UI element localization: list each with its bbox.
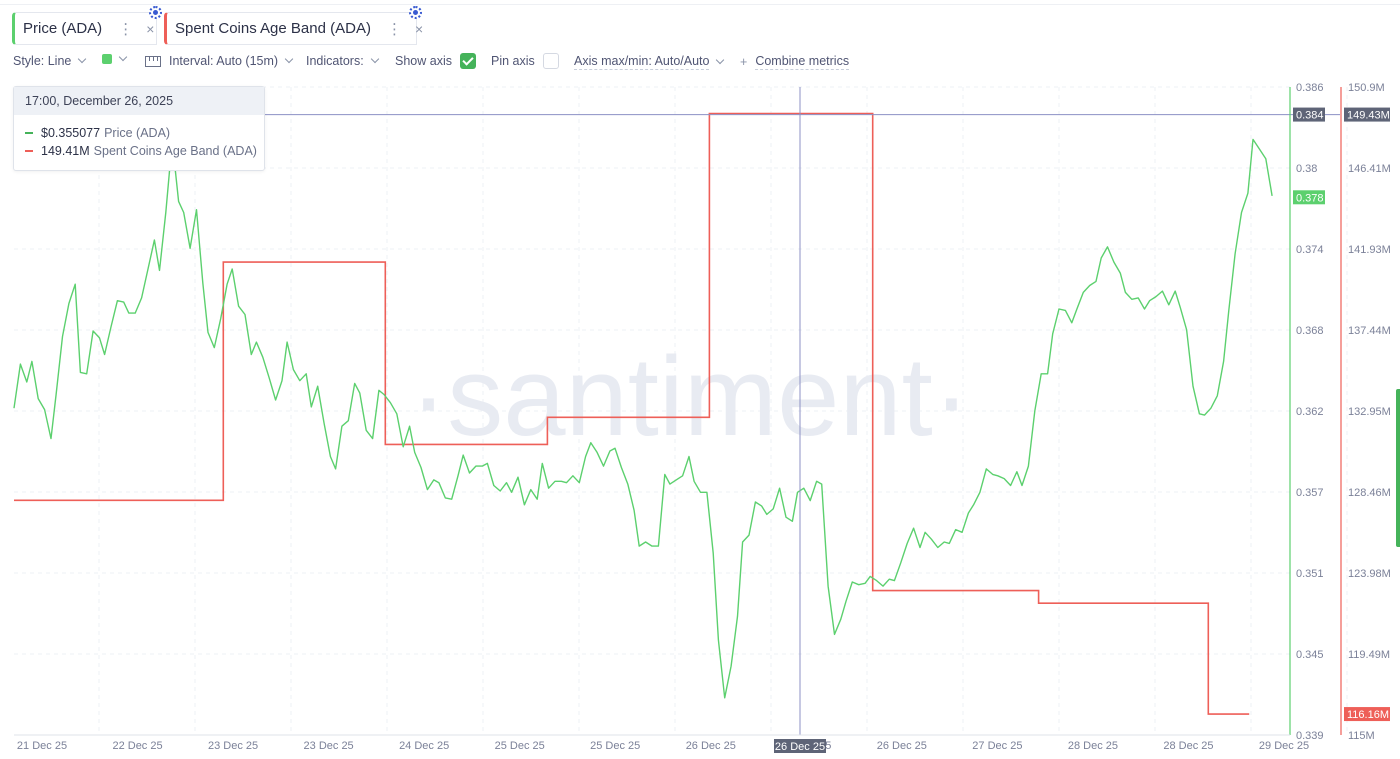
indicators-dropdown[interactable]: Indicators: — [306, 54, 379, 68]
pin-axis-label: Pin axis — [491, 54, 535, 68]
x-tick-label: 25 Dec 25 — [495, 740, 545, 752]
pin-axis-toggle[interactable]: Pin axis — [491, 53, 559, 69]
series-layer — [13, 112, 1273, 715]
price-crosshair-badge: 0.384 — [1296, 110, 1324, 122]
plus-icon: + — [740, 55, 748, 69]
tab-spent-coins-age-band[interactable]: Spent Coins Age Band (ADA) ⋮ × — [164, 6, 423, 45]
band-tick-label: 128.46M — [1348, 487, 1391, 499]
series-line-spent-coins — [14, 112, 1250, 715]
x-tick-label: 24 Dec 25 — [399, 740, 449, 752]
color-picker[interactable] — [102, 52, 128, 64]
more-options-icon[interactable]: ⋮ — [118, 20, 133, 38]
price-tick-label: 0.386 — [1296, 82, 1324, 94]
x-tick-label: 23 Dec 25 — [304, 740, 354, 752]
show-axis-label: Show axis — [395, 54, 452, 68]
checkbox-checked-icon[interactable] — [459, 53, 476, 69]
show-axis-toggle[interactable]: Show axis — [395, 53, 476, 69]
x-tick-label: 28 Dec 25 — [1068, 740, 1118, 752]
price-crosshair-badge-bg — [1293, 107, 1325, 122]
close-icon[interactable]: × — [146, 20, 155, 37]
price-tick-label: 0.374 — [1296, 244, 1324, 256]
color-swatch-icon — [102, 54, 112, 64]
chart-grid — [14, 86, 1348, 736]
band-tick-label: 137.44M — [1348, 325, 1391, 337]
band-tick-label: 115M — [1348, 730, 1375, 742]
band-last-badge-bg — [1344, 707, 1390, 722]
series-line-price — [13, 138, 1273, 699]
side-panel-handle[interactable] — [1396, 389, 1400, 547]
x-tick-label: 26 Dec 25 — [877, 740, 927, 752]
price-tick-label: 0.339 — [1296, 730, 1324, 742]
x-tick-label: 23 Dec 25 — [208, 740, 258, 752]
band-tick-label: 123.98M — [1348, 568, 1391, 580]
combine-metrics-label: Combine metrics — [755, 54, 850, 70]
price-tick-label: 0.351 — [1296, 568, 1324, 580]
tooltip-value: 149.41M — [41, 144, 90, 158]
price-tick-label: 0.362 — [1296, 406, 1324, 418]
band-tick-label: 132.95M — [1348, 406, 1391, 418]
interval-label: Interval: Auto (15m) — [169, 54, 279, 68]
close-icon[interactable]: × — [414, 20, 424, 37]
crosshair-date-badge: 26 Dec 25 — [775, 741, 825, 753]
x-tick-label: 27 Dec 25 — [972, 740, 1022, 752]
price-last-badge-bg — [1293, 190, 1325, 205]
tooltip-value: $0.355077 — [41, 126, 101, 140]
price-tick-label: 0.368 — [1296, 325, 1324, 337]
tooltip-row-band: 149.41M Spent Coins Age Band (ADA) — [25, 142, 264, 160]
price-last-badge: 0.378 — [1296, 192, 1324, 204]
interval-dropdown[interactable]: Interval: Auto (15m) — [145, 54, 294, 68]
price-tick-label: 0.345 — [1296, 649, 1324, 661]
tab-label: Price (ADA) — [23, 20, 103, 37]
combine-metrics-button[interactable]: + Combine metrics — [740, 54, 850, 70]
top-divider — [0, 4, 1400, 5]
price-tick-label: 0.38 — [1296, 163, 1317, 175]
tooltip-metric-name: Spent Coins Age Band (ADA) — [93, 144, 257, 158]
axis-maxmin-dropdown[interactable]: Axis max/min: Auto/Auto — [574, 54, 725, 70]
x-tick-label: 22 Dec 25 — [112, 740, 162, 752]
band-last-badge: 116.16M — [1347, 709, 1389, 721]
indicators-label: Indicators: — [306, 54, 364, 68]
band-tick-label: 141.93M — [1348, 244, 1391, 256]
tooltip-row-price: $0.355077 Price (ADA) — [25, 124, 264, 142]
legend-dash-icon — [25, 132, 33, 134]
santiment-watermark: ·santiment· — [410, 334, 970, 459]
x-tick-label: 21 Dec 25 — [17, 740, 67, 752]
style-dropdown[interactable]: Style: Line — [13, 54, 87, 68]
axes: 0.386 0.38 0.374 0.368 0.362 0.357 0.351 0.345 0… — [14, 82, 1391, 753]
style-label: Style: Line — [13, 54, 72, 68]
x-tick-label: 26 Dec 25 — [686, 740, 736, 752]
crosshair-tooltip: 17:00, December 26, 2025 $0.355077 Price… — [13, 86, 265, 171]
tooltip-metric-name: Price (ADA) — [104, 126, 171, 140]
settings-gear-icon[interactable] — [149, 6, 162, 19]
band-tick-label: 119.49M — [1348, 649, 1390, 661]
band-crosshair-badge-bg — [1344, 107, 1390, 122]
price-tick-label: 0.357 — [1296, 487, 1324, 499]
x-tick-label: 29 Dec 25 — [1259, 740, 1309, 752]
crosshair-date-badge-bg — [774, 739, 826, 753]
tab-label: Spent Coins Age Band (ADA) — [175, 20, 371, 37]
settings-gear-icon[interactable] — [409, 6, 422, 19]
band-tick-label: 146.41M — [1348, 163, 1391, 175]
x-tick-label: 25 Dec 25 — [590, 740, 640, 752]
band-tick-label: 150.9M — [1348, 82, 1385, 94]
band-crosshair-badge: 149.43M — [1347, 110, 1390, 122]
x-tick-label: 28 Dec 25 — [1163, 740, 1213, 752]
tab-price-ada[interactable]: Price (ADA) ⋮ × — [12, 6, 162, 45]
checkbox-unchecked-icon[interactable] — [542, 53, 559, 69]
legend-dash-icon — [25, 150, 33, 152]
more-options-icon[interactable]: ⋮ — [386, 20, 402, 38]
axis-maxmin-label: Axis max/min: Auto/Auto — [574, 54, 710, 70]
ruler-icon — [145, 55, 161, 67]
tooltip-time: 17:00, December 26, 2025 — [14, 87, 264, 115]
